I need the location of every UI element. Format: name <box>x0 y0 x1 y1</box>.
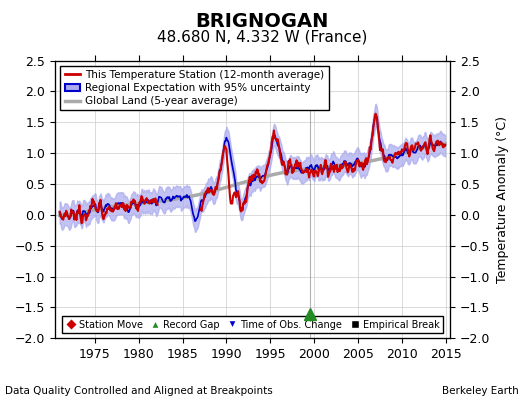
Text: Berkeley Earth: Berkeley Earth <box>442 386 519 396</box>
Y-axis label: Temperature Anomaly (°C): Temperature Anomaly (°C) <box>496 116 509 283</box>
Text: BRIGNOGAN: BRIGNOGAN <box>195 12 329 31</box>
Legend: Station Move, Record Gap, Time of Obs. Change, Empirical Break: Station Move, Record Gap, Time of Obs. C… <box>62 316 443 334</box>
Text: Data Quality Controlled and Aligned at Breakpoints: Data Quality Controlled and Aligned at B… <box>5 386 273 396</box>
Text: 48.680 N, 4.332 W (France): 48.680 N, 4.332 W (France) <box>157 30 367 45</box>
